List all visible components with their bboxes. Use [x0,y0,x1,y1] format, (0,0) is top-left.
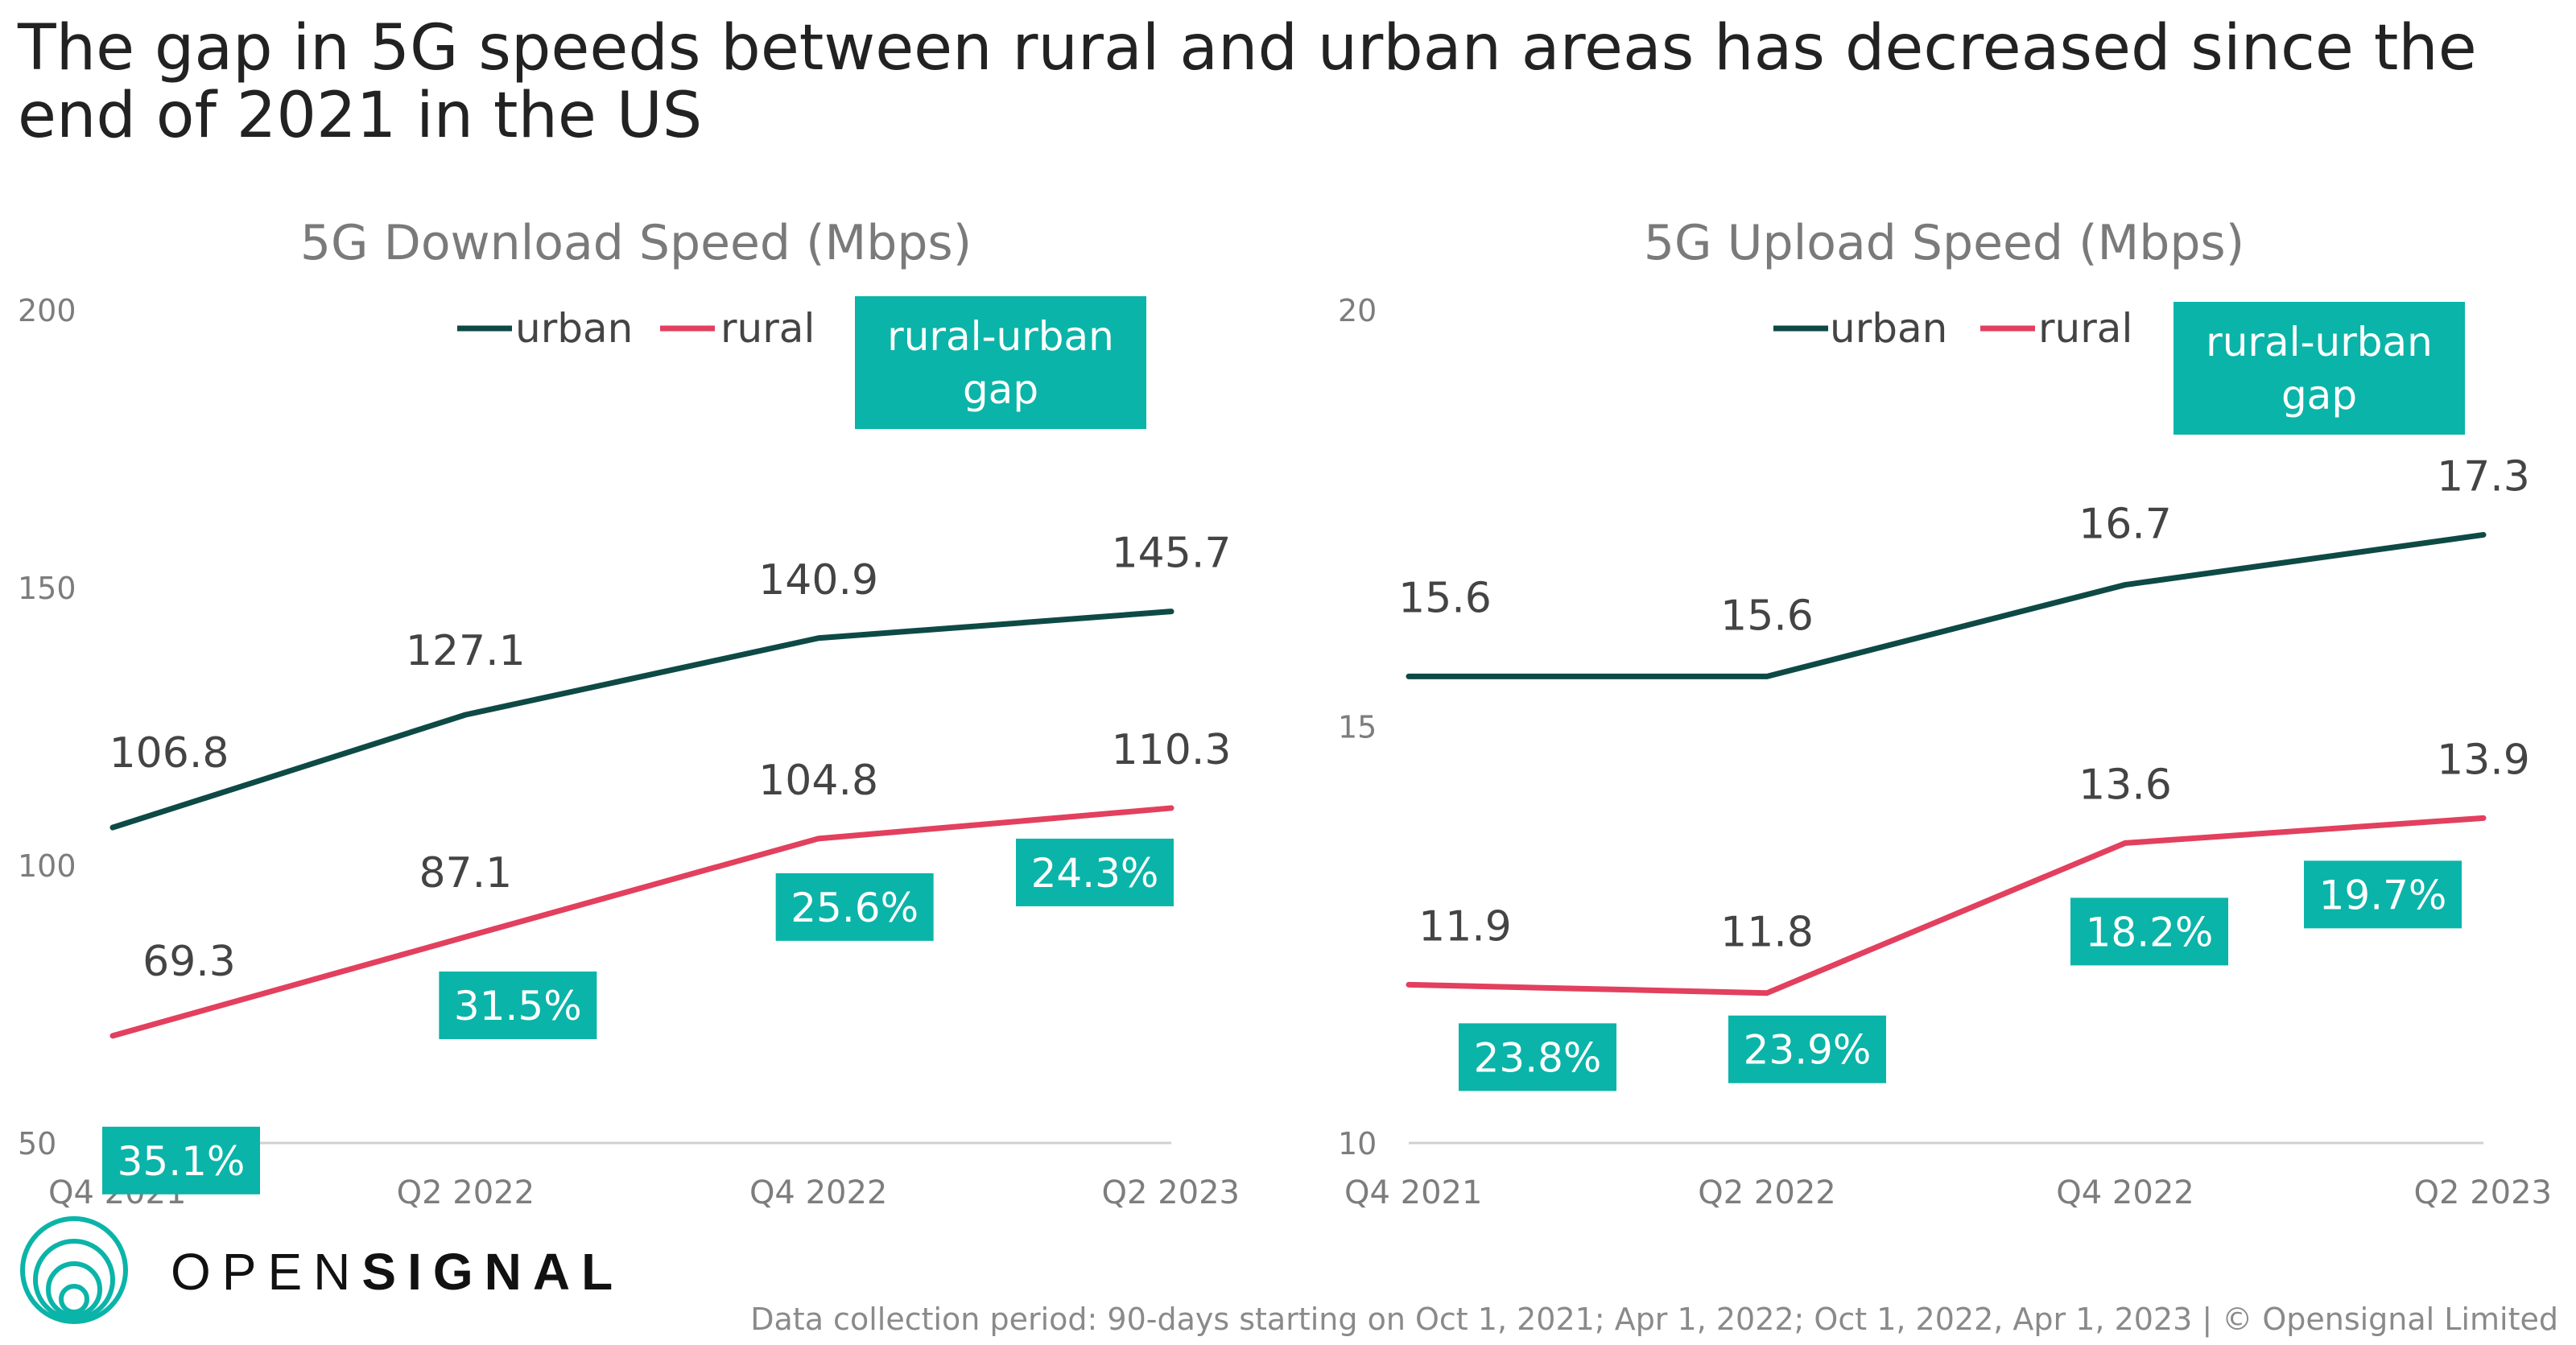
download-urban-data-label: 106.8 [109,729,229,778]
upload-x-tick-label: Q4 2021 [1344,1174,1482,1211]
brand-wordmark: OPENSIGNAL [171,1244,624,1300]
download-urban-data-label: 140.9 [758,556,878,604]
upload-rural-data-label: 13.6 [2079,761,2172,809]
download-legend-gap-label-line1: rural-urban [887,313,1114,360]
upload-gap-box [2304,860,2462,929]
download-gap-box [439,972,597,1040]
download-gap-label: 35.1% [118,1138,246,1185]
download-rural-series-line [109,805,1174,1039]
download-x-tick-label: Q4 2022 [749,1174,887,1211]
upload-gap-box [1459,1023,1616,1091]
upload-legend-gap-label-line2: gap [2281,372,2357,419]
download-rural-data-label: 87.1 [419,849,512,897]
upload-x-tick-label: Q2 2023 [2414,1174,2552,1211]
download-y-tick-label: 200 [18,293,76,328]
upload-urban-data-label: 15.6 [1720,592,1814,640]
footnote: Data collection period: 90-days starting… [750,1302,2558,1337]
upload-legend-gap-label-line1: rural-urban [2206,319,2433,365]
upload-y-tick-label: 20 [1338,293,1377,328]
upload-gap-label: 18.2% [2086,909,2214,955]
download-x-tick-label: Q2 2023 [1102,1174,1240,1211]
upload-rural-series-line [1406,815,2487,996]
upload-gap-label: 23.9% [1744,1027,1872,1074]
download-gap-box [775,873,934,941]
download-gap-box [1016,838,1174,906]
download-y-tick-label: 150 [18,571,76,606]
upload-chart-title: 5G Upload Speed (Mbps) [1644,215,2244,271]
upload-gap-box [1728,1015,1886,1083]
brand-wordmark-light: OPEN [171,1243,362,1301]
upload-rural-data-label: 11.8 [1720,909,1814,957]
page-title: The gap in 5G speeds between rural and u… [18,12,2477,152]
upload-rural-data-label: 11.9 [1418,902,1512,951]
download-legend-rural-label: rural [720,305,815,352]
download-gap-box [102,1126,260,1194]
upload-gap-box [2070,897,2228,966]
upload-rural-data-label: 13.9 [2437,736,2530,784]
download-legend-gap-label-line2: gap [963,366,1038,413]
upload-urban-series-line [1406,531,2487,679]
download-gap-label: 31.5% [454,983,582,1029]
download-chart-title: 5G Download Speed (Mbps) [300,215,972,271]
download-x-tick-label: Q2 2022 [397,1174,535,1211]
download-rural-data-label: 104.8 [758,757,878,805]
download-urban-data-label: 145.7 [1112,530,1232,578]
upload-x-tick-label: Q4 2022 [2056,1174,2194,1211]
download-y-tick-label: 100 [18,848,76,884]
upload-urban-data-label: 15.6 [1398,574,1492,622]
download-rural-data-label: 69.3 [142,938,236,986]
upload-legend-rural-label: rural [2038,305,2132,352]
download-legend-urban-label: urban [515,305,633,352]
upload-urban-data-label: 16.7 [2079,501,2172,549]
upload-legend-urban-label: urban [1830,305,1947,352]
download-y-tick-label: 50 [18,1126,56,1161]
upload-gap-label: 23.8% [1474,1034,1602,1081]
opensignal-logo-icon [20,1216,128,1324]
download-rural-data-label: 110.3 [1112,726,1232,774]
upload-legend-gap-box [2174,302,2465,435]
upload-gap-label: 19.7% [2319,872,2447,918]
upload-y-tick-label: 10 [1338,1126,1377,1161]
download-gap-label: 24.3% [1031,850,1159,897]
upload-x-tick-label: Q2 2022 [1698,1174,1835,1211]
download-gap-label: 25.6% [791,885,919,931]
download-urban-data-label: 127.1 [406,627,526,675]
brand-wordmark-bold: SIGNAL [361,1243,625,1301]
upload-urban-data-label: 17.3 [2437,452,2530,501]
download-legend-gap-box [855,296,1146,429]
download-urban-series-line [109,609,1174,831]
upload-y-tick-label: 15 [1338,710,1377,745]
